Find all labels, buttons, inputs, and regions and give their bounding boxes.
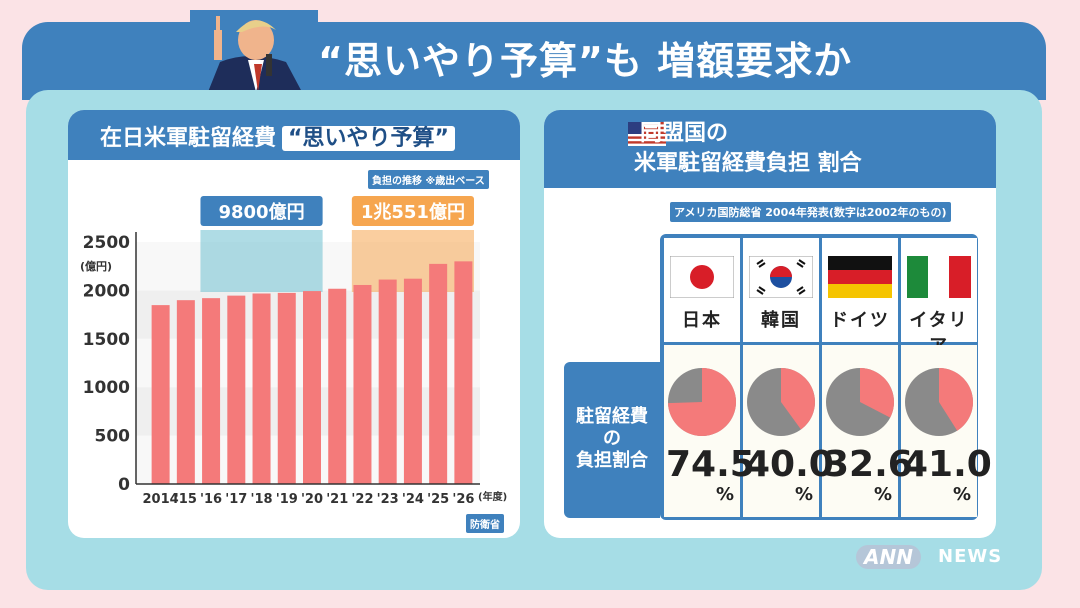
- chart-header: 在日米軍駐留経費 “思いやり予算”: [68, 110, 520, 160]
- chart-subtitle: 負担の推移 ※歳出ベース: [368, 170, 489, 189]
- share-value: 41.0: [903, 444, 992, 485]
- us-flag-icon: [628, 122, 666, 146]
- share-header: 同盟国の 米軍駐留経費負担 割合: [544, 110, 996, 188]
- korea-flag-icon: [749, 256, 813, 298]
- percent-sign: %: [716, 484, 735, 505]
- burden-row-label: 駐留経費 の 負担割合: [564, 362, 660, 518]
- chart-title-highlight: “思いやり予算”: [282, 126, 455, 151]
- ann-logo: ANN: [856, 545, 921, 569]
- country-cell-0: 日本: [664, 238, 740, 342]
- country-cell-1: 韓国: [743, 238, 819, 342]
- country-name: 韓国: [761, 310, 801, 331]
- country-name: 日本: [682, 310, 722, 331]
- chart-source: 防衛省: [466, 514, 504, 533]
- germany-flag-icon: [828, 256, 892, 298]
- percent-sign: %: [795, 484, 814, 505]
- share-source-note: アメリカ国防総省 2004年発表(数字は2002年のもの): [670, 202, 951, 222]
- share-value: 40.0: [745, 444, 834, 485]
- share-title: 同盟国の 米軍駐留経費負担 割合: [634, 121, 862, 176]
- italy-flag-icon: [907, 256, 971, 298]
- percent-sign: %: [953, 484, 972, 505]
- news-logo: NEWS: [938, 546, 1003, 567]
- chart-title: 在日米軍駐留経費 “思いやり予算”: [100, 120, 455, 152]
- japan-flag-icon: [670, 256, 734, 298]
- country-name: ドイツ: [830, 310, 890, 331]
- share-value: 32.6: [824, 444, 913, 485]
- share-value: 74.5: [666, 444, 755, 485]
- country-cell-3: イタリア: [901, 238, 977, 357]
- country-cell-2: ドイツ: [822, 238, 898, 342]
- president-photo: [190, 10, 318, 92]
- headline: “思いやり予算”も 増額要求か: [318, 39, 853, 83]
- percent-sign: %: [874, 484, 893, 505]
